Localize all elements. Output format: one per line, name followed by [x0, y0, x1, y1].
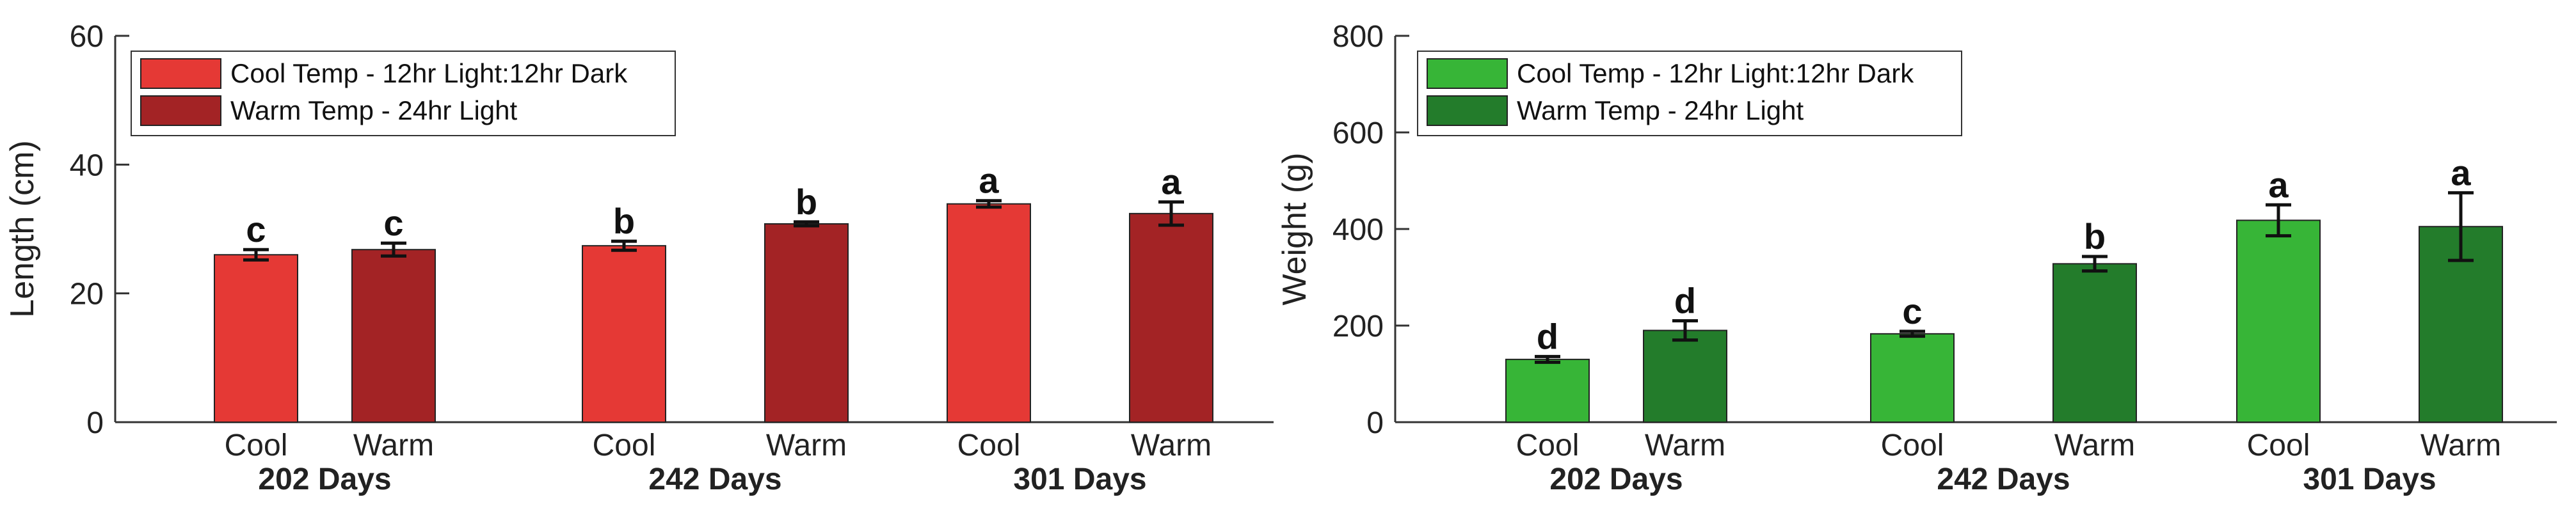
group-label: 202 Days	[1549, 462, 1683, 496]
group-label: 301 Days	[2303, 462, 2436, 496]
bar-202-days-warm	[351, 249, 436, 423]
significance-letter: d	[1537, 316, 1558, 356]
significance-letter: a	[979, 161, 999, 201]
group-label: 242 Days	[1937, 462, 2070, 496]
significance-letter: d	[1674, 280, 1696, 320]
x-tick-label: Warm	[1645, 429, 1725, 462]
bar-301-days-cool	[947, 203, 1031, 423]
significance-letter: c	[1902, 291, 1922, 331]
x-tick-label: Cool	[225, 429, 288, 462]
x-tick-label: Warm	[2420, 429, 2501, 462]
legend-box	[1417, 51, 1962, 136]
legend-swatch	[1427, 58, 1508, 89]
significance-letter: b	[613, 201, 635, 241]
group-label: 301 Days	[1013, 462, 1146, 496]
y-tick-label: 0	[1366, 406, 1384, 440]
bar-242-days-cool	[582, 245, 666, 423]
y-axis-label: Length (cm)	[4, 140, 41, 317]
x-tick-label: Cool	[593, 429, 656, 462]
x-tick-label: Cool	[1881, 429, 1944, 462]
y-tick-label: 0	[86, 406, 104, 440]
bar-202-days-cool	[214, 254, 298, 423]
legend: Cool Temp - 12hr Light:12hr Dark Warm Tem…	[131, 51, 676, 136]
legend-swatch	[140, 58, 221, 89]
legend: Cool Temp - 12hr Light:12hr Dark Warm Tem…	[1417, 51, 1962, 136]
bar-202-days-cool	[1505, 358, 1590, 423]
x-tick-label: Warm	[2054, 429, 2135, 462]
y-axis-label: Weight (g)	[1276, 153, 1313, 306]
x-tick-label: Warm	[766, 429, 847, 462]
significance-letter: b	[2084, 216, 2106, 256]
bar-242-days-cool	[1870, 333, 1955, 423]
legend-box	[131, 51, 676, 136]
y-tick-label: 400	[1332, 213, 1384, 247]
x-tick-label: Warm	[353, 429, 434, 462]
y-tick-label: 200	[1332, 310, 1384, 343]
legend-entry: Warm Temp - 24hr Light	[230, 95, 517, 125]
significance-letter: a	[1161, 162, 1181, 202]
group-label: 242 Days	[648, 462, 781, 496]
legend-entry: Cool Temp - 12hr Light:12hr Dark	[230, 58, 628, 88]
significance-letter: a	[2451, 152, 2471, 193]
bar-301-days-warm	[1129, 212, 1213, 423]
legend-entry: Cool Temp - 12hr Light:12hr Dark	[1517, 58, 1914, 88]
legend-swatch	[1427, 95, 1508, 126]
significance-letter: a	[2268, 164, 2289, 205]
y-tick-label: 800	[1332, 20, 1384, 54]
x-tick-label: Cool	[2247, 429, 2310, 462]
y-tick-label: 20	[70, 278, 104, 312]
y-tick-label: 40	[70, 148, 104, 182]
x-tick-label: Cool	[957, 429, 1021, 462]
x-tick-label: Cool	[1516, 429, 1580, 462]
significance-letter: c	[383, 203, 403, 243]
legend-swatch	[140, 95, 221, 126]
significance-letter: c	[246, 209, 266, 249]
x-tick-label: Warm	[1131, 429, 1212, 462]
bar-301-days-cool	[2236, 219, 2321, 423]
group-label: 202 Days	[258, 462, 391, 496]
significance-letter: b	[796, 182, 817, 222]
y-tick-label: 600	[1332, 116, 1384, 150]
bar-242-days-warm	[2052, 263, 2137, 423]
bar-202-days-warm	[1643, 329, 1727, 423]
legend-entry: Warm Temp - 24hr Light	[1517, 95, 1804, 125]
bar-242-days-warm	[764, 223, 849, 423]
y-tick-label: 60	[70, 20, 104, 54]
